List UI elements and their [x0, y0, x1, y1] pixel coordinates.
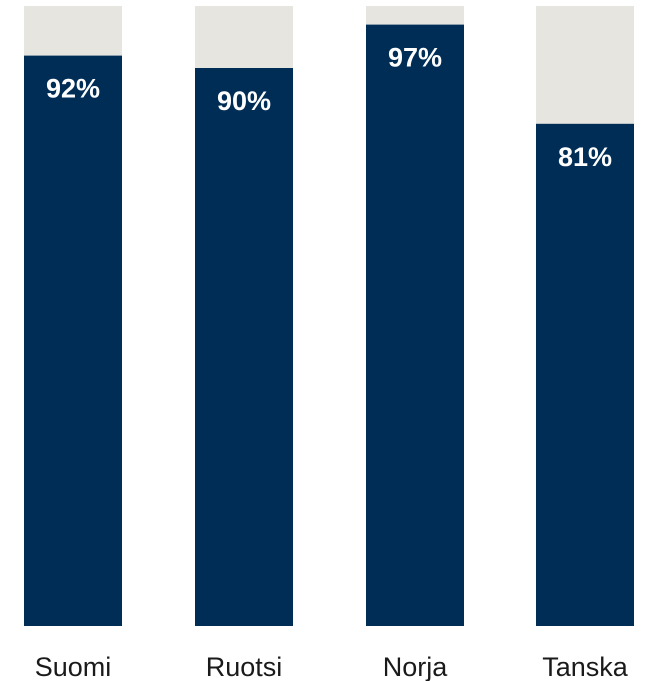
- value-label-suomi: 92%: [46, 74, 100, 104]
- category-labels-group: Suomi Ruotsi Norja Tanska: [35, 652, 629, 681]
- value-label-tanska: 81%: [558, 142, 612, 172]
- bars-group: [24, 6, 634, 627]
- category-label-norja: Norja: [383, 652, 449, 681]
- category-label-suomi: Suomi: [35, 652, 112, 681]
- bar-suomi: [24, 55, 122, 627]
- value-label-norja: 97%: [388, 43, 442, 73]
- bar-norja: [366, 24, 464, 627]
- value-label-ruotsi: 90%: [217, 86, 271, 116]
- bar-remainder-tanska: [536, 6, 634, 124]
- bar-remainder-suomi: [24, 6, 122, 56]
- bar-ruotsi: [195, 68, 293, 626]
- bar-tanska: [536, 123, 634, 627]
- bar-remainder-ruotsi: [195, 6, 293, 68]
- bar-remainder-norja: [366, 6, 464, 25]
- category-label-ruotsi: Ruotsi: [206, 652, 283, 681]
- value-labels-group: 92% 90% 97% 81%: [46, 43, 612, 172]
- category-label-tanska: Tanska: [542, 652, 629, 681]
